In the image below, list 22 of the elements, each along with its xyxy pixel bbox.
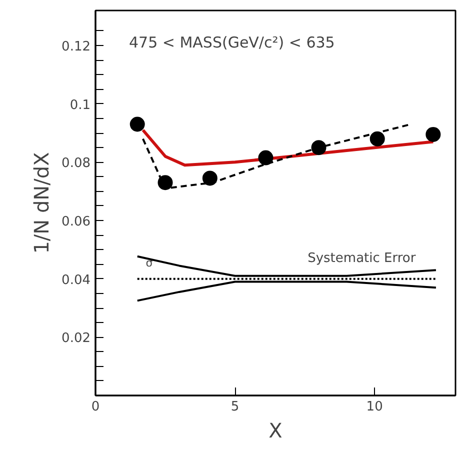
y-tick-label: 0.12 (62, 40, 91, 54)
x-axis-title: X (268, 418, 283, 442)
point (130, 116, 145, 132)
annotation: Systematic Error (308, 250, 416, 266)
y-tick-label: 0.04 (62, 272, 91, 288)
point (311, 140, 326, 156)
x-tick-label: 10 (366, 400, 383, 414)
y-tick-label: 0.06 (62, 214, 91, 230)
x-tick-label: 5 (230, 400, 240, 414)
annotation: 475 < MASS(GeV/c²) < 635 (128, 34, 335, 52)
point (426, 126, 441, 142)
point (158, 175, 173, 190)
point (370, 131, 385, 146)
y-tick-label: 0.1 (70, 98, 91, 113)
point (202, 170, 218, 186)
point (258, 150, 274, 166)
annotation: σ (146, 256, 153, 270)
x-tick-label: 0 (91, 400, 100, 414)
y-tick-label: 0.08 (62, 156, 91, 172)
line-series (136, 280, 437, 302)
y-tick-label: 0.02 (62, 331, 91, 346)
y-axis-title: 1/N dN/dX (30, 152, 54, 254)
